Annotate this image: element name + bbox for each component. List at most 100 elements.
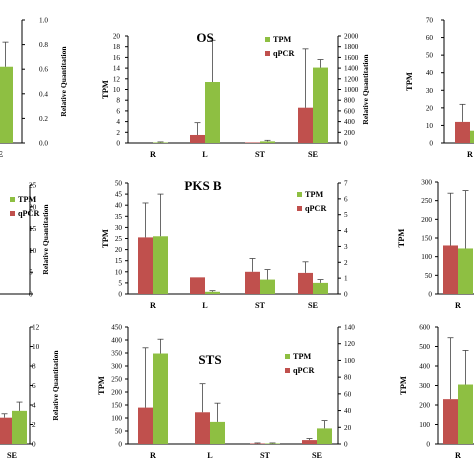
- bar-tpm: [260, 279, 275, 294]
- y-tick-label: 30: [115, 224, 123, 232]
- y-tick-label: 16: [113, 54, 121, 62]
- y2-tick-label: 1200: [344, 75, 359, 83]
- y-tick-label: 12: [113, 75, 121, 83]
- chart-title: PKS B: [184, 178, 222, 193]
- chart-title: STS: [198, 352, 221, 367]
- y-tick-label: 20: [115, 246, 123, 254]
- y-tick-label: 0: [118, 441, 122, 449]
- y-tick-label: 60: [426, 34, 434, 42]
- bar-qpcr: [245, 142, 260, 143]
- chart-panel-5: 0 50 100 150 200 250 300 R TPM: [396, 179, 474, 310]
- bar-tpm: [205, 291, 220, 294]
- x-tick-label: R: [150, 301, 156, 310]
- y-axis-label: TPM: [398, 376, 408, 395]
- y-tick-label: 40: [426, 69, 434, 77]
- legend-label: TPM: [305, 190, 323, 199]
- y-tick-label: 300: [421, 179, 432, 187]
- y-tick-label: 20: [113, 33, 121, 41]
- y2-tick-label: 200: [344, 129, 355, 137]
- x-tick-label: SE: [308, 150, 319, 159]
- y-tick-label: 50: [426, 52, 434, 60]
- y-tick-label: 0: [116, 140, 120, 148]
- chart-panel-7: 0 50 100 150 200 250 300 350 400 450 0 20 40 60 80 100 1…: [96, 324, 355, 461]
- bar-series-1: [458, 384, 473, 444]
- x-tick-label: R: [467, 150, 473, 159]
- y2-tick-label: 12: [32, 324, 40, 332]
- y2-tick-label: 5: [344, 211, 348, 219]
- y-tick-label: 200: [421, 216, 432, 224]
- y2-axis-label: Relative Quantitation: [59, 46, 68, 117]
- y-tick-label: 500: [419, 343, 430, 351]
- bar-qpcr: [298, 107, 313, 143]
- x-tick-label: L: [202, 301, 208, 310]
- legend-label: qPCR: [273, 49, 294, 58]
- bar-series-1: [0, 66, 13, 143]
- x-tick-label: ST: [255, 301, 266, 310]
- y-axis-label: TPM: [96, 376, 106, 395]
- y-tick-label: 250: [111, 376, 122, 384]
- x-tick-label: R: [455, 451, 461, 460]
- bar-series-1: [12, 410, 27, 444]
- y-tick-label: 50: [425, 272, 433, 280]
- y-axis-label: TPM: [100, 80, 110, 99]
- bar-qpcr: [138, 407, 153, 444]
- y-tick-label: 50: [115, 428, 123, 436]
- y2-tick-label: 1.0: [39, 17, 48, 25]
- y-tick-label: 150: [421, 235, 432, 243]
- y2-tick-label: 2: [32, 421, 36, 429]
- bar-tpm: [153, 236, 168, 294]
- bar-qpcr: [190, 277, 205, 294]
- y-tick-label: 70: [426, 17, 434, 25]
- y-tick-label: 400: [111, 337, 122, 345]
- y2-tick-label: 0: [344, 291, 348, 299]
- y2-tick-label: 0: [344, 140, 348, 148]
- y2-tick-label: 20: [344, 424, 352, 432]
- y-tick-label: 100: [421, 253, 432, 261]
- x-tick-label: L: [202, 150, 208, 159]
- y-tick-label: 30: [426, 87, 434, 95]
- y2-tick-label: 8: [32, 363, 36, 371]
- bar-qpcr: [302, 440, 317, 444]
- y-tick-label: 0: [429, 140, 433, 148]
- chart-panel-0: 0.0 0.2 0.4 0.6 0.8 1.0 SE Relative Quantitatio…: [0, 17, 68, 159]
- y2-tick-label: 2000: [344, 33, 359, 41]
- y-tick-label: 50: [115, 180, 123, 188]
- bar-qpcr: [250, 443, 265, 444]
- bar-series-1: [458, 248, 473, 294]
- y2-tick-label: 0.8: [39, 41, 48, 49]
- y-tick-label: 18: [113, 43, 121, 51]
- y2-tick-label: 80: [344, 374, 352, 382]
- bar-tpm: [153, 353, 168, 444]
- y2-tick-label: 1000: [344, 86, 359, 94]
- y-tick-label: 0: [118, 291, 122, 299]
- chart-panel-3: 0 5 10 15 20 25 Relative Quantitation TPM qPCR: [0, 182, 50, 299]
- bar-tpm: [205, 82, 220, 143]
- y-tick-label: 15: [115, 257, 123, 265]
- y-tick-label: 0: [426, 441, 430, 449]
- legend-swatch: [10, 197, 15, 202]
- bar-tpm: [313, 67, 328, 143]
- y2-tick-label: 20: [29, 203, 37, 211]
- y2-axis-label: Relative Quantitation: [41, 204, 50, 275]
- x-tick-label: R: [150, 150, 156, 159]
- legend-swatch: [297, 206, 302, 211]
- y-tick-label: 35: [115, 213, 123, 221]
- x-tick-label: SE: [0, 150, 4, 159]
- y2-tick-label: 0.4: [39, 90, 48, 98]
- y-tick-label: 250: [421, 197, 432, 205]
- y2-tick-label: 600: [344, 107, 355, 115]
- y2-tick-label: 7: [344, 180, 348, 188]
- bar-tpm: [260, 141, 275, 143]
- y2-tick-label: 1600: [344, 54, 359, 62]
- x-tick-label: ST: [255, 150, 266, 159]
- y2-tick-label: 25: [29, 182, 37, 190]
- y2-tick-label: 120: [344, 340, 355, 348]
- chart-panel-2: 0 10 20 30 40 50 60 70 R TPM: [404, 17, 474, 159]
- y-tick-label: 10: [115, 268, 123, 276]
- legend-label: qPCR: [18, 209, 39, 218]
- bar-series-0: [443, 399, 458, 444]
- y2-tick-label: 1400: [344, 65, 359, 73]
- x-tick-label: ST: [260, 451, 271, 460]
- y-tick-label: 400: [419, 363, 430, 371]
- bar-series-0: [443, 245, 458, 294]
